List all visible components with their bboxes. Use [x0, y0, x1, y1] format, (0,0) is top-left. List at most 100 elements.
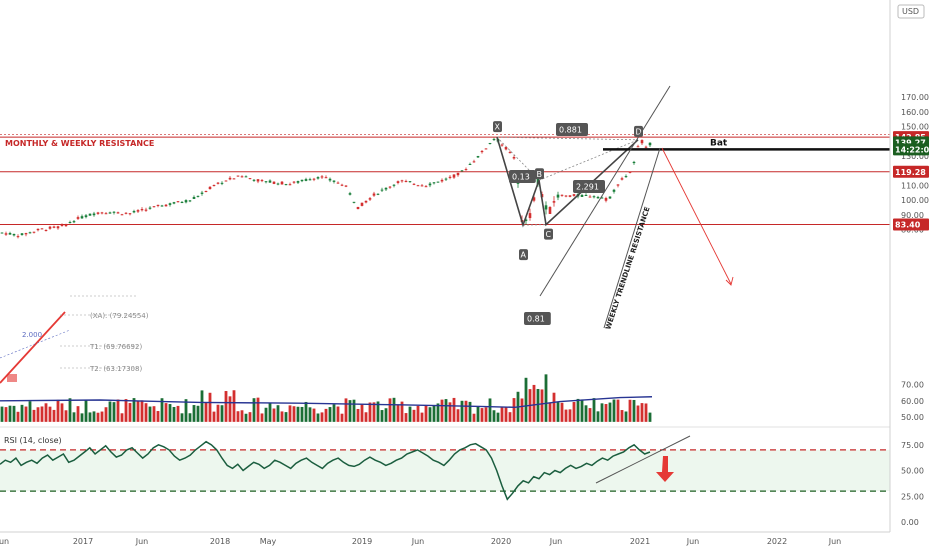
candle-body [320, 176, 324, 178]
harmonic-ratio-label: 0.13 [512, 173, 530, 182]
candle-body [60, 225, 64, 227]
time-tick-label: 2021 [630, 537, 650, 546]
volume-bar [380, 410, 384, 422]
volume-bar [612, 399, 616, 422]
candle-body [396, 181, 400, 183]
volume-bar [280, 411, 284, 422]
projection-arrow-line [661, 147, 732, 285]
candle-body [184, 200, 188, 203]
candle-body [212, 185, 216, 187]
candle-body [368, 198, 372, 200]
candle-body [384, 187, 388, 190]
volume-bar [128, 403, 132, 422]
candle-body [148, 207, 152, 209]
candle-body [548, 206, 552, 214]
price-tick-label: 90.00 [901, 211, 924, 220]
volume-bar [348, 400, 352, 422]
volume-bar [208, 392, 212, 422]
volume-bar [48, 406, 52, 422]
rsi-tick-label: 75.00 [901, 441, 924, 450]
old-pattern-dotted [0, 329, 71, 359]
harmonic-point-label: C [546, 230, 552, 239]
volume-bar [40, 406, 44, 422]
candle-body [316, 177, 320, 179]
candle-body [160, 205, 164, 207]
candle-body [92, 213, 96, 216]
resistance-levels: MONTHLY & WEEKLY RESISTANCE [0, 134, 890, 226]
candle-body [436, 181, 440, 183]
volume-bar [252, 398, 256, 422]
time-tick-label: un [0, 537, 9, 546]
volume-bar [28, 401, 32, 422]
volume-bar [392, 397, 396, 422]
volume-ma-line [0, 396, 653, 408]
candle-body [224, 180, 228, 182]
volume-bar [100, 411, 104, 422]
volume-bar [96, 412, 100, 422]
volume-bar [292, 406, 296, 422]
candle-body [344, 185, 348, 187]
candle-body [424, 186, 428, 188]
price-label: 119.28 [895, 168, 926, 177]
candle-body [580, 195, 584, 197]
candle-body [592, 196, 596, 198]
price-tick-label: 170.00 [901, 93, 929, 102]
volume-bar [432, 405, 436, 422]
volume-bar [572, 402, 576, 422]
candle-body [84, 215, 88, 218]
candle-body [260, 180, 264, 182]
harmonic-ratio-box [509, 170, 536, 183]
volume-bar [288, 405, 292, 422]
volume-bar [552, 392, 556, 422]
candle-body [120, 214, 124, 216]
volume-bar [196, 405, 200, 422]
volume-bar [220, 405, 224, 422]
rsi-tick-label: 25.00 [901, 492, 924, 501]
candle-body [52, 226, 56, 228]
candle-body [336, 182, 340, 184]
volume-bar [584, 405, 588, 422]
candle-body [196, 195, 200, 197]
volume-bar [476, 406, 480, 422]
volume-bar [316, 413, 320, 422]
candle-body [284, 184, 288, 186]
candle-body [216, 182, 220, 184]
candle-body [188, 200, 192, 202]
volume-bar [140, 400, 144, 422]
volume-bar [532, 384, 536, 422]
volume-bar [256, 397, 260, 422]
harmonic-ratio-box [524, 312, 551, 325]
candle-body [644, 146, 648, 148]
volume-bar [304, 401, 308, 422]
time-tick-label: 2022 [767, 537, 787, 546]
volume-bar [568, 409, 572, 422]
harmonic-xd-line [496, 136, 639, 141]
volume-bar [376, 401, 380, 422]
candle-body [236, 175, 240, 177]
volume-bar [488, 398, 492, 422]
candle-body [484, 148, 488, 150]
candle-body [124, 212, 128, 214]
volume-bar [448, 402, 452, 422]
harmonic-point-label: X [495, 123, 501, 132]
volume-bar [164, 403, 168, 422]
candle-body [596, 196, 600, 199]
volume-tick-label: 70.00 [901, 381, 924, 390]
candle-body [524, 219, 528, 221]
candle-body [204, 190, 208, 193]
candle-body [372, 193, 376, 196]
volume-bar [92, 411, 96, 422]
volume-bar [32, 409, 36, 422]
candle-body [164, 204, 168, 207]
weekly-trendline-lower [603, 147, 661, 329]
candle-body [356, 206, 360, 210]
volume-bar [52, 409, 56, 422]
volume-bar [224, 391, 228, 422]
volume-bar [616, 399, 620, 422]
volume-bar [536, 388, 540, 422]
volume-bar [624, 411, 628, 422]
candle-body [432, 182, 436, 184]
rsi-tick-label: 50.00 [901, 467, 924, 476]
volume-bar [556, 402, 560, 422]
harmonic-pattern-line [496, 136, 639, 228]
